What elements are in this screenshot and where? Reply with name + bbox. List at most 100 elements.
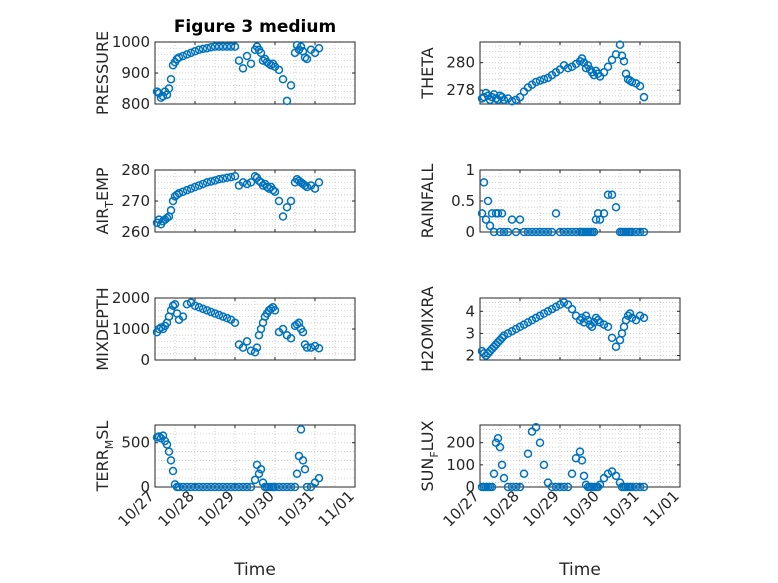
y-tick-label: 900 [121,64,150,82]
data-point [589,70,599,80]
data-point [555,227,565,237]
data-point [168,466,178,476]
data-point [631,482,641,492]
data-point [218,42,228,51]
data-point [182,482,192,492]
data-point [294,451,304,461]
data-point [314,343,324,353]
data-point [603,190,613,200]
subplot-4: 0 0.5 1 RAINFALL [418,161,681,241]
data-point [152,87,162,96]
data-point [615,40,625,50]
data-point [314,43,324,53]
data-point [599,209,609,218]
y-axis-label: H2OMIXRA [418,286,437,372]
data-point [282,482,292,492]
data-point [190,301,200,310]
data-point [583,61,593,70]
data-point [481,215,491,224]
data-point [296,42,306,51]
y-tick-label: 1000 [112,320,150,338]
data-point [242,337,252,346]
data-point [298,456,308,465]
data-point [182,299,192,309]
data-point [202,178,212,187]
data-point [218,174,228,183]
data-point [503,482,513,492]
data-point [202,306,212,315]
data-point [515,482,525,492]
data-point [214,482,224,492]
data-point [489,469,499,478]
data-point [627,482,637,492]
data-point [156,323,166,332]
data-point [214,42,224,51]
data-point [577,54,587,63]
data-point [246,59,256,68]
data-point [563,482,573,492]
data-point [593,482,603,492]
data-point [535,438,545,447]
data-point [547,227,557,237]
data-point [631,227,641,237]
subplot-2: 278 280 THETA [418,40,681,106]
y-tick-label: 200 [446,434,475,452]
data-point [286,81,296,90]
data-point [238,64,248,73]
data-point [210,309,220,318]
data-point [639,482,649,492]
data-point [603,62,613,72]
x-tick-label: 10/27 [115,487,158,530]
data-point [164,447,174,456]
data-point [531,77,541,87]
data-point [282,96,292,106]
x-axis-label: Time [233,560,276,580]
data-point [218,312,228,321]
data-point [563,227,573,237]
data-point [168,196,178,206]
data-point [170,299,180,309]
data-point [639,227,649,237]
data-point [310,184,320,193]
data-point [302,182,312,192]
x-tick-label: 10/31 [275,487,318,530]
data-point [593,315,603,325]
data-point [274,482,284,492]
y-tick-label: 270 [121,192,150,210]
data-point [266,304,276,314]
y-tick-label: 280 [121,161,150,179]
data-point [174,482,184,492]
data-point [266,61,276,70]
y-tick-label: 2 [465,347,475,365]
data-point [489,227,499,237]
data-point [625,309,635,318]
data-point [577,456,587,465]
data-point [627,227,637,237]
data-point [611,202,621,212]
y-tick-label: 280 [446,54,475,72]
data-point [527,227,537,237]
data-point [523,227,533,237]
data-point [497,333,507,343]
data-point [162,213,172,223]
data-point [507,482,517,492]
data-point [210,482,220,492]
data-point [154,215,164,224]
data-point [495,227,505,237]
data-point [607,333,617,343]
data-point [202,43,212,53]
data-point [226,42,236,51]
data-point [250,348,260,357]
data-point [479,178,489,187]
data-point [619,57,629,66]
data-point [218,482,228,492]
data-point [306,343,316,352]
x-tick-label: 10/27 [440,487,483,530]
data-point [190,482,200,492]
y-axis-label: SUNFLUX [418,420,441,491]
data-point [547,482,557,492]
data-point [639,92,649,102]
data-point [531,422,541,432]
data-point [226,482,236,492]
